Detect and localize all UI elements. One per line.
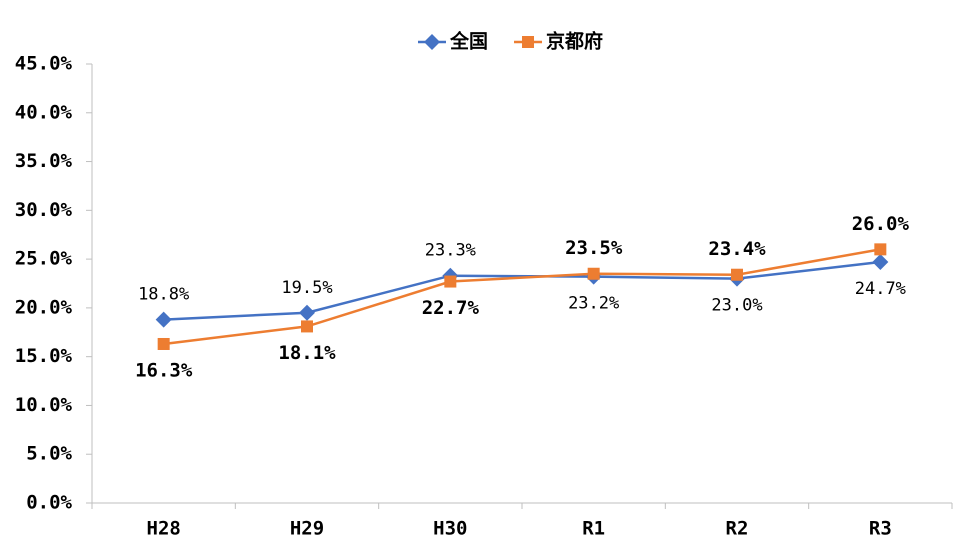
data-label: 16.3% <box>135 359 193 381</box>
legend-marker <box>522 36 535 48</box>
series-line <box>163 248 881 346</box>
data-label: 23.0% <box>711 296 762 316</box>
y-tick-label: 10.0% <box>15 394 73 416</box>
point <box>299 304 315 321</box>
data-label: 23.3% <box>425 241 476 261</box>
x-tick-label: H29 <box>290 518 324 540</box>
point <box>731 268 743 281</box>
y-tick-label: 5.0% <box>26 443 72 465</box>
y-tick-label: 30.0% <box>15 199 73 221</box>
data-label: 24.7% <box>855 279 906 299</box>
data-label: 23.4% <box>708 238 766 260</box>
data-label: 22.7% <box>422 297 480 319</box>
x-tick-label: R3 <box>869 518 892 540</box>
x-tick-label: R1 <box>582 518 605 540</box>
point <box>301 320 313 333</box>
y-tick-label: 20.0% <box>15 296 73 318</box>
series-line <box>163 260 881 321</box>
data-label: 23.2% <box>568 294 619 314</box>
y-tick-label: 0.0% <box>26 492 72 514</box>
x-tick-label: H30 <box>433 518 467 540</box>
legend-label: 京都府 <box>546 30 603 53</box>
x-tick-label: R2 <box>726 518 749 540</box>
data-label: 18.1% <box>278 342 336 364</box>
point <box>444 275 457 288</box>
point <box>872 254 889 271</box>
data-label: 19.5% <box>281 278 332 298</box>
x-tick-label: H28 <box>147 518 181 540</box>
point <box>157 337 170 350</box>
data-label: 26.0% <box>852 213 910 235</box>
legend-marker <box>424 34 440 50</box>
point <box>874 243 887 256</box>
data-label: 18.8% <box>138 285 189 305</box>
y-tick-label: 45.0% <box>15 53 73 75</box>
y-tick-label: 40.0% <box>15 101 73 123</box>
point <box>587 267 600 280</box>
y-tick-label: 15.0% <box>15 345 73 367</box>
point <box>155 311 172 328</box>
legend-label: 全国 <box>449 30 488 53</box>
y-tick-label: 25.0% <box>15 248 73 270</box>
data-label: 23.5% <box>565 237 623 259</box>
y-tick-label: 35.0% <box>15 150 73 172</box>
